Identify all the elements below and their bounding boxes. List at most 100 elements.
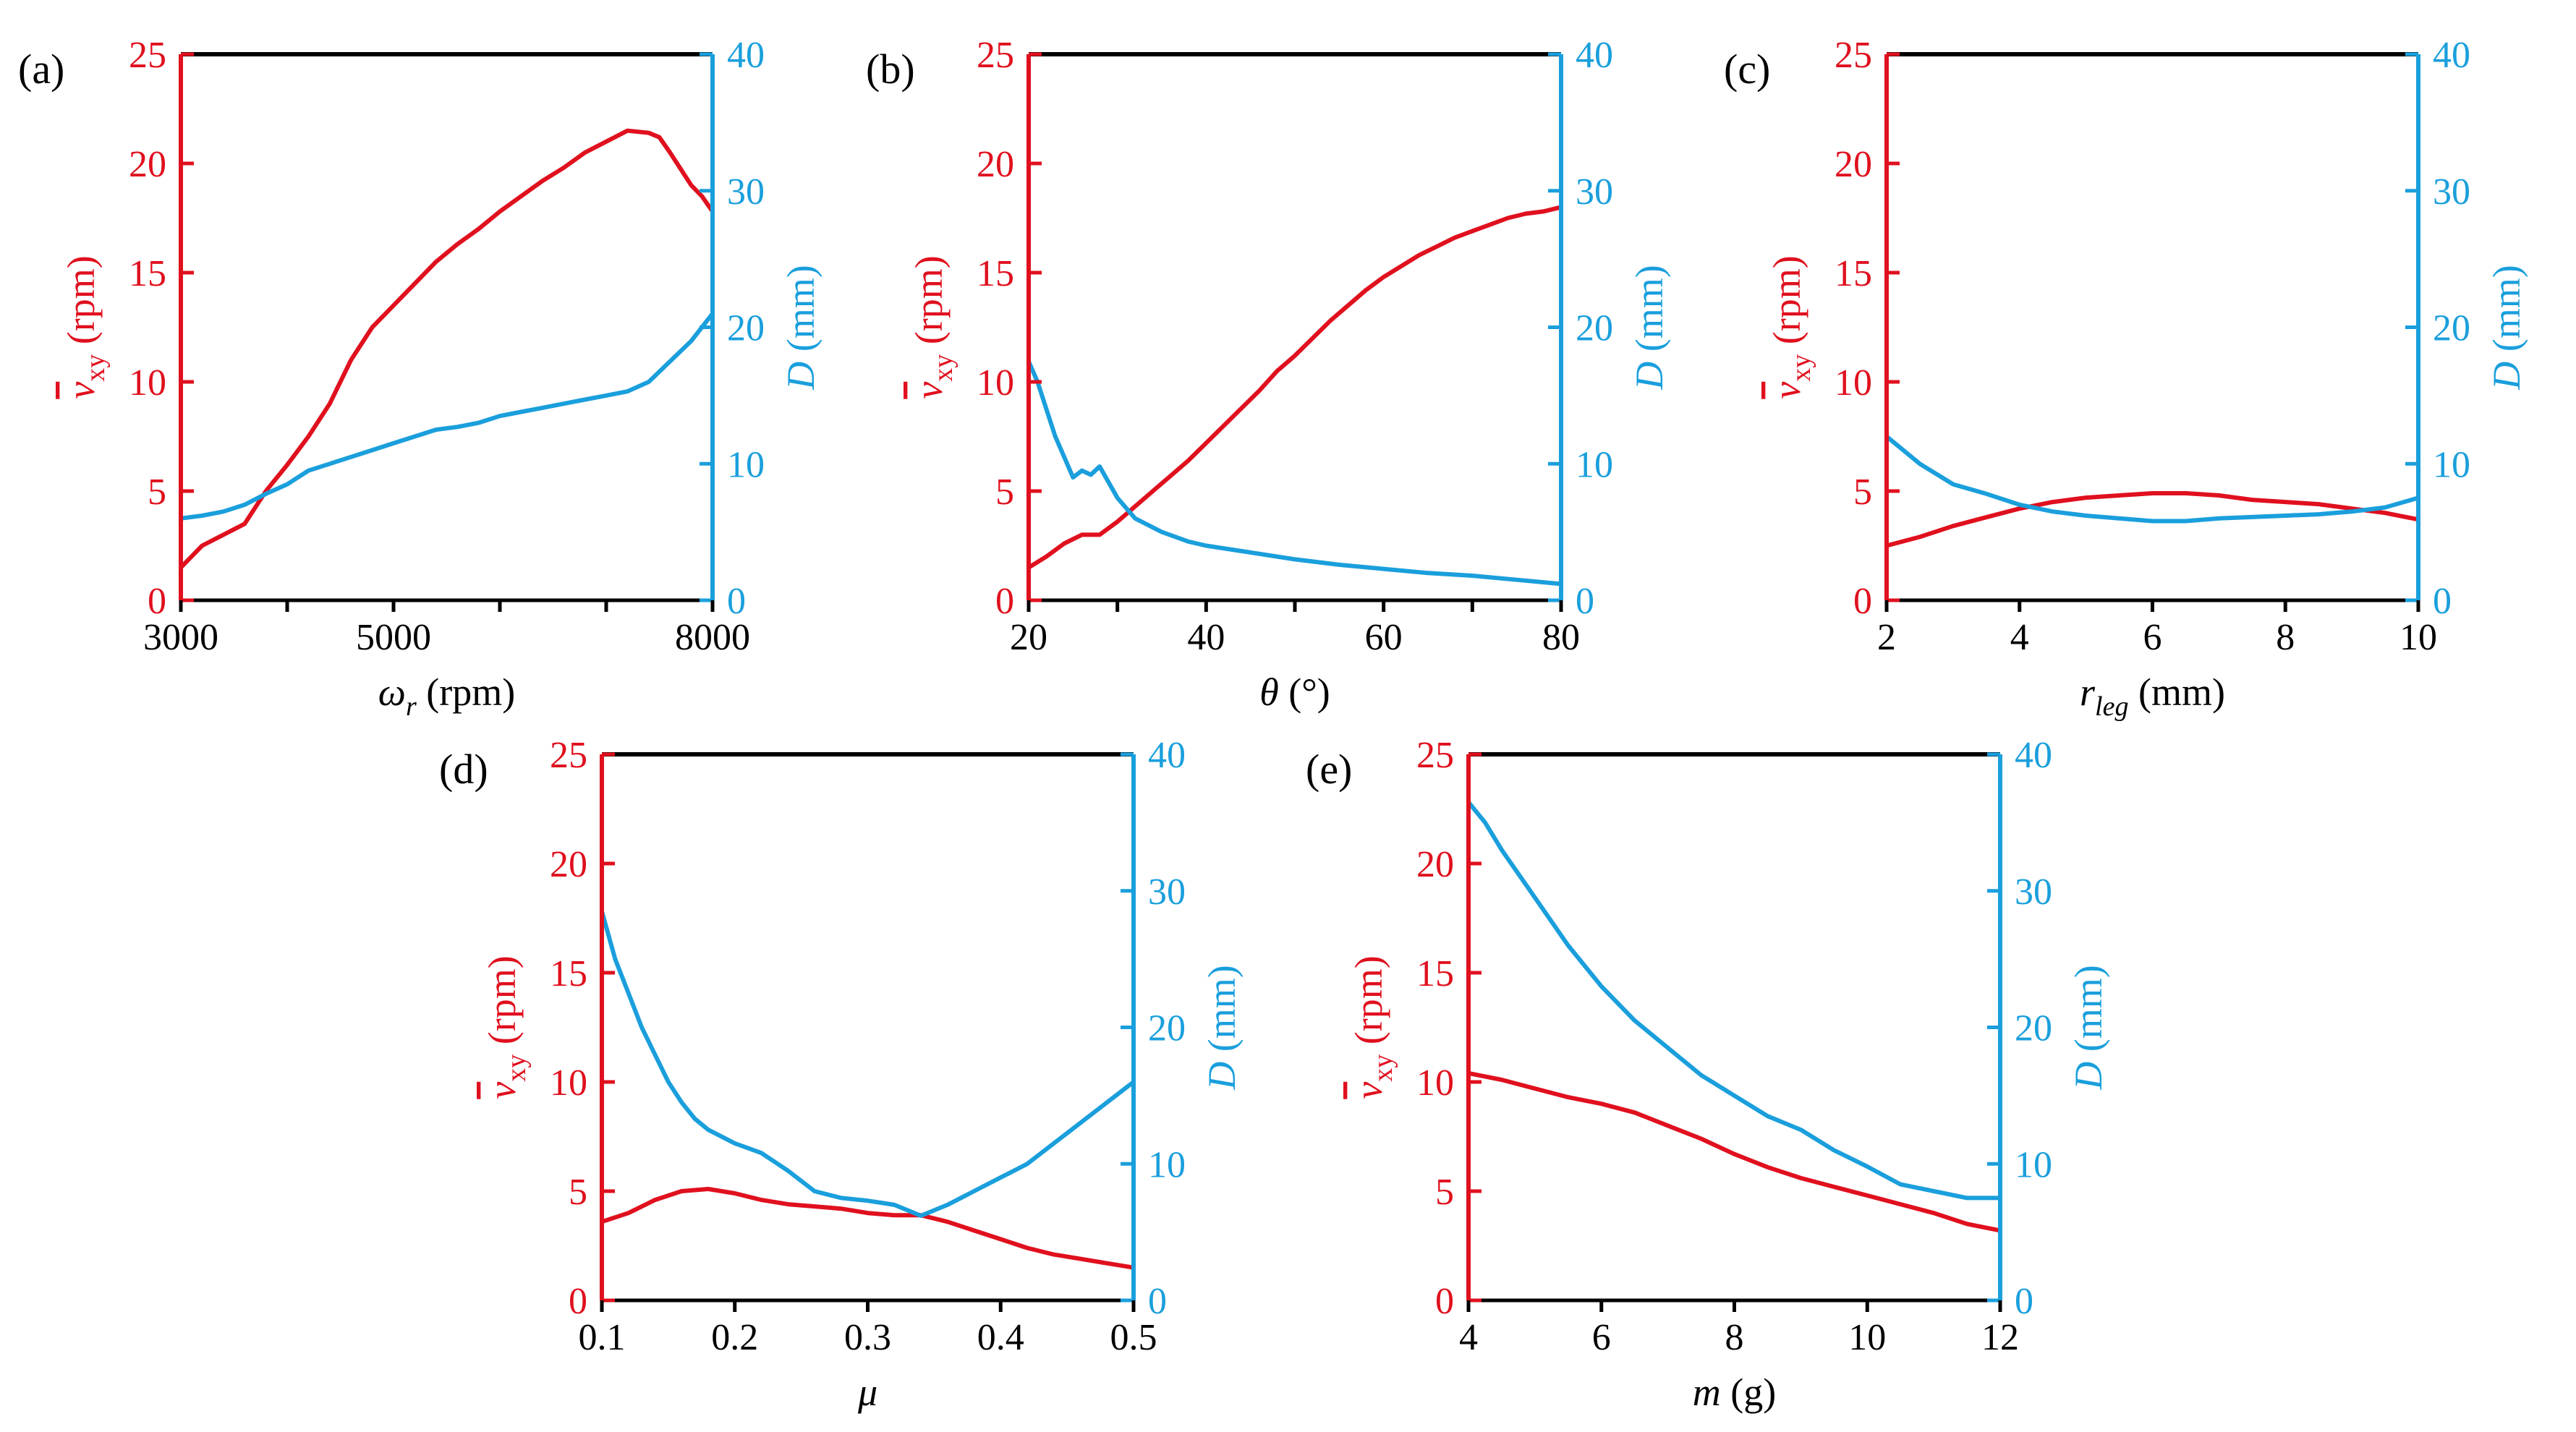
left-y-axis-label-unit: (rpm) [907,255,951,354]
left-y-axis-label-symbol: v [1347,1082,1390,1099]
left-y-tick-label: 5 [995,472,1014,513]
right-y-axis-label-symbol: D [779,362,822,391]
left-y-axis-label: vxy (rpm) [1765,255,1816,399]
x-axis-label: ωr (rpm) [378,670,515,722]
left-y-axis-label: vxy (rpm) [1347,955,1398,1099]
right-y-tick-label: 40 [2433,35,2470,76]
left-y-axis-label-unit: (rpm) [59,255,103,354]
right-y-axis-label-symbol: D [1200,1062,1244,1091]
panel-label: (e) [1306,746,1352,793]
left-y-tick-label: 0 [1435,1281,1454,1322]
x-tick-label: 20 [1010,617,1047,658]
right-y-tick-label: 20 [2015,1008,2052,1049]
left-y-tick-label: 15 [550,953,587,994]
right-y-tick-label: 40 [1576,35,1613,76]
left-y-axis-label-symbol: v [907,382,951,399]
left-y-tick-label: 10 [977,362,1014,404]
x-axis-label-subscript: leg [2095,691,2128,722]
x-tick-label: 4 [1459,1317,1478,1358]
left-y-axis-label: vxy (rpm) [907,255,958,399]
panel-label: (d) [439,746,488,793]
left-y-tick-label: 20 [129,144,166,185]
x-axis-label-symbol: r [2080,670,2096,714]
x-axis-label-unit: (rpm) [417,670,515,714]
x-axis-label-symbol: μ [857,1371,877,1414]
x-axis-label-unit: (°) [1279,670,1330,714]
left-y-tick-label: 15 [977,253,1014,294]
left-y-tick-label: 0 [148,581,166,622]
x-tick-label: 5000 [356,617,431,658]
right-y-tick-label: 10 [2433,444,2470,485]
left-y-tick-label: 25 [129,35,166,76]
right-y-tick-label: 30 [2433,171,2470,213]
x-tick-label: 0.3 [844,1317,891,1358]
panel-b: 0 5 10 15 20 25 0 10 20 30 40 20 40 60 80 (b) θ (°) vxy (… [866,35,1671,714]
left-y-tick-label: 0 [569,1281,587,1322]
left-y-tick-label: 20 [977,144,1014,185]
x-axis-label: m (g) [1693,1371,1776,1414]
left-y-axis-label-subscript: xy [1786,354,1816,382]
series-line-d [1884,434,2420,524]
x-tick-label: 60 [1365,617,1403,658]
left-y-tick-label: 5 [148,472,166,513]
left-y-axis-label-unit: (rpm) [480,955,524,1054]
x-axis-label-unit: (mm) [2128,670,2224,714]
right-y-axis-label: D (mm) [2485,265,2528,390]
x-axis-label: rleg (mm) [2080,670,2225,722]
right-y-tick-label: 40 [2015,735,2052,776]
left-y-tick-label: 20 [1416,844,1454,885]
right-y-tick-label: 20 [1148,1008,1186,1049]
x-axis-label-unit: (g) [1721,1371,1776,1414]
right-y-axis-label-unit: (mm) [1200,965,1244,1061]
left-y-axis-label-subscript: xy [1368,1054,1398,1082]
left-y-axis-label-symbol: v [59,382,103,399]
right-y-axis-label-symbol: D [2485,362,2528,391]
x-tick-label: 6 [2143,617,2162,658]
right-y-tick-label: 10 [2015,1144,2052,1185]
right-y-axis-label-unit: (mm) [2485,265,2528,361]
left-y-tick-label: 10 [1416,1062,1454,1104]
x-tick-label: 0.2 [711,1317,758,1358]
left-y-tick-label: 5 [1853,472,1872,513]
x-axis-label: θ (°) [1259,670,1330,714]
right-y-axis-label: D (mm) [1200,965,1244,1090]
panel-label: (c) [1724,46,1770,93]
right-y-tick-label: 20 [727,308,765,349]
series-line-vxy [600,1187,1136,1270]
left-y-axis-label-subscript: xy [928,354,958,382]
series-line-vxy [1466,1070,2002,1233]
left-y-tick-label: 0 [995,581,1014,622]
x-tick-label: 10 [2399,617,2437,658]
series-line-vxy [1026,205,1563,570]
series-line-d [1466,800,2002,1201]
x-tick-label: 2 [1877,617,1896,658]
x-tick-label: 8000 [675,617,750,658]
left-y-axis-label-unit: (rpm) [1347,955,1390,1054]
x-axis-label-symbol: m [1693,1371,1721,1414]
left-y-axis-label: vxy (rpm) [59,255,111,399]
panel-label: (a) [18,46,64,93]
x-tick-label: 12 [1981,1317,2019,1358]
left-y-tick-label: 10 [1835,362,1872,404]
left-y-tick-label: 25 [550,735,587,776]
right-y-tick-label: 30 [1148,871,1186,913]
right-y-axis-label-unit: (mm) [1628,265,1671,361]
right-y-tick-label: 20 [1576,308,1613,349]
right-y-axis-label-unit: (mm) [2067,965,2110,1061]
x-tick-label: 6 [1592,1317,1611,1358]
right-y-tick-label: 30 [1576,171,1613,213]
right-y-tick-label: 10 [1148,1144,1186,1185]
right-y-axis-label-unit: (mm) [779,265,822,361]
x-tick-label: 80 [1542,617,1580,658]
panel-label: (b) [866,46,915,93]
left-y-axis-label-symbol: v [1765,382,1808,399]
panel-e: 0 5 10 15 20 25 0 10 20 30 40 4 6 8 10 12 (e) m (g) vxy (r… [1306,735,2110,1414]
x-axis-label-symbol: ω [378,670,406,714]
x-tick-label: 8 [1725,1317,1744,1358]
panel-d: 0 5 10 15 20 25 0 10 20 30 40 0.1 0.2 0.3 0.4 0.5 (d) μ vx… [439,735,1244,1414]
left-y-tick-label: 5 [1435,1172,1454,1213]
x-tick-label: 3000 [143,617,218,658]
x-axis-label-symbol: θ [1259,670,1279,714]
x-tick-label: 4 [2010,617,2029,658]
